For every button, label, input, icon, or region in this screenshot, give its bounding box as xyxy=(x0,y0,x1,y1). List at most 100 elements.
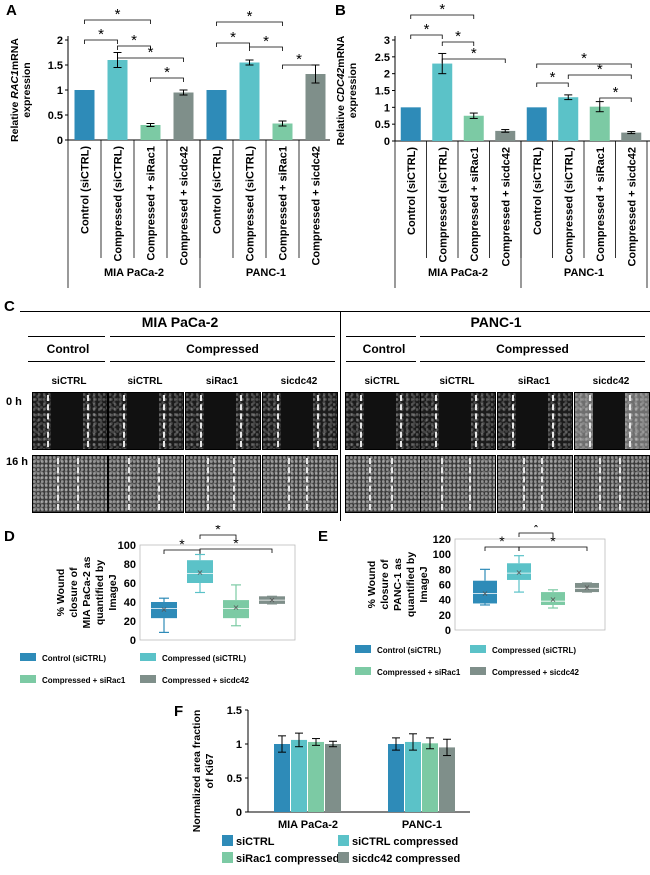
panel-letter-a: A xyxy=(6,2,17,19)
column-label-siRac1: siRac1 xyxy=(517,376,551,387)
bar xyxy=(74,90,95,140)
significance-star: * xyxy=(424,21,430,38)
micrograph-siCTRL-0h xyxy=(108,392,184,450)
panel-letter-e: E xyxy=(318,528,329,545)
y-axis-label: % Wound xyxy=(366,561,378,609)
significance-bracket xyxy=(150,77,184,82)
wound-edge-line xyxy=(57,458,59,510)
significance-star: * xyxy=(613,84,619,101)
bar xyxy=(621,132,642,141)
y-axis-label: % Wound xyxy=(55,569,67,617)
wound-edge-line xyxy=(123,395,125,447)
significance-bracket xyxy=(216,21,283,26)
y-tick-label: 0 xyxy=(445,625,451,637)
significance-bracket xyxy=(599,97,632,102)
panel-c-wound-assay: MIA PaCa-2 PANC-1 Control Compressed Con… xyxy=(0,300,650,522)
wound-edge-line xyxy=(541,458,543,510)
wound-gap xyxy=(516,393,548,449)
sub-line-5 xyxy=(28,361,105,362)
y-axis-label: Normalized area fraction xyxy=(191,710,203,833)
legend-swatch xyxy=(355,667,371,675)
column-label-siCTRL: siCTRL xyxy=(51,376,87,387)
wound-edge-line xyxy=(435,395,437,447)
panel-letter-b: B xyxy=(335,2,346,19)
column-label-siRac1: siRac1 xyxy=(205,376,239,387)
wound-gap xyxy=(593,393,625,449)
panel-c-divider xyxy=(340,311,341,521)
legend-swatch xyxy=(338,835,349,846)
group-label: MIA PaCa-2 xyxy=(278,819,338,831)
significance-star: * xyxy=(230,29,236,46)
y-tick-label: 20 xyxy=(124,616,136,628)
wound-edge-line xyxy=(391,458,393,510)
micrograph-siCTRL-0h xyxy=(420,392,496,450)
significance-bracket xyxy=(536,82,569,87)
y-tick-label: 60 xyxy=(124,578,136,590)
wound-edge-line xyxy=(629,395,631,447)
wound-edge-line xyxy=(589,395,591,447)
significance-star: * xyxy=(597,61,603,78)
significance-star: * xyxy=(131,32,137,49)
significance-bracket xyxy=(441,58,506,63)
legend-label: Control (siCTRL) xyxy=(42,654,106,663)
y-tick-label: 80 xyxy=(124,559,136,571)
wound-edge-line xyxy=(552,395,554,447)
significance-bracket xyxy=(199,548,273,553)
y-tick-label: 60 xyxy=(439,580,451,592)
wound-edge-line xyxy=(306,458,308,510)
micrograph-sicdc42-0h xyxy=(262,392,338,450)
bar xyxy=(305,74,326,140)
bar xyxy=(388,744,404,812)
category-label: Compressed (siCTRL) xyxy=(563,147,575,263)
legend-label: Compressed + siRac1 xyxy=(377,668,461,677)
chart-a-rac1: 0 0.5 1 1.5 2 Relative RAC1mRNA expression Con… xyxy=(9,6,330,288)
bar xyxy=(308,741,324,812)
bar xyxy=(206,90,227,140)
bar xyxy=(239,62,260,140)
category-label: Compressed + siRac1 xyxy=(469,147,481,262)
micrograph-siRac1-0h xyxy=(185,392,261,450)
y-axis-label: ImageJ xyxy=(107,574,119,610)
category-label: Control (siCTRL) xyxy=(80,146,92,234)
box xyxy=(575,582,599,593)
bar xyxy=(291,739,307,812)
bar xyxy=(274,744,290,812)
wound-gap xyxy=(292,456,302,512)
significance-star: * xyxy=(247,8,253,25)
group-label: PANC-1 xyxy=(246,267,286,279)
wound-edge-line xyxy=(87,395,89,447)
wound-gap xyxy=(204,393,236,449)
wound-edge-line xyxy=(200,395,202,447)
y-tick-label: 40 xyxy=(439,595,451,607)
panel-letter-f: F xyxy=(174,703,184,720)
y-tick-label: 0 xyxy=(57,135,63,147)
mean-marker: ✕ xyxy=(516,568,523,577)
wound-edge-line xyxy=(441,458,443,510)
column-label-sicdc42: sicdc42 xyxy=(592,376,630,387)
mean-marker: ✕ xyxy=(550,596,557,605)
cell-texture xyxy=(498,456,572,512)
legend-swatch xyxy=(140,653,156,661)
micrograph-sicdc42-16h xyxy=(262,455,338,513)
y-axis-label-line2: of Ki67 xyxy=(204,753,216,788)
significance-bracket xyxy=(410,14,475,19)
significance-bracket xyxy=(199,534,237,539)
wound-edge-line xyxy=(469,458,471,510)
bar xyxy=(463,115,484,141)
legend-label: Compressed + siRac1 xyxy=(42,676,126,685)
box xyxy=(187,560,213,583)
column-label-siCTRL: siCTRL xyxy=(364,376,400,387)
legend-swatch xyxy=(355,645,371,653)
category-label: Compressed + sicdc42 xyxy=(626,147,638,267)
mean-marker: ✕ xyxy=(197,569,204,578)
sub-line-6 xyxy=(110,361,335,362)
group-label: MIA PaCa-2 xyxy=(104,267,164,279)
subgroup-compressed-mia: Compressed xyxy=(186,342,259,356)
significance-bracket xyxy=(117,57,184,62)
column-label-sicdc42: sicdc42 xyxy=(280,376,318,387)
significance-star: * xyxy=(550,69,556,86)
y-axis-label: closure of xyxy=(379,559,391,610)
bar xyxy=(400,107,421,141)
column-label-siCTRL: siCTRL xyxy=(127,376,163,387)
bar xyxy=(422,743,438,812)
